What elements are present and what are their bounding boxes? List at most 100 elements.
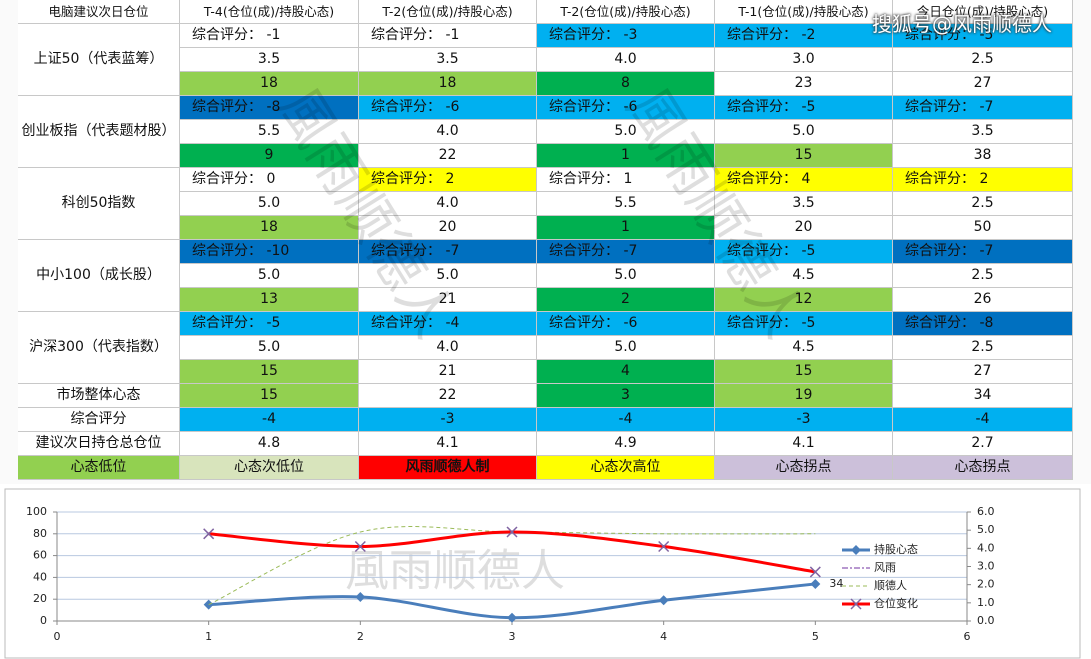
cell: 5.0 — [537, 264, 715, 288]
cell: 创业板指（代表题材股） — [18, 96, 180, 168]
cell: 5.0 — [359, 264, 537, 288]
x-tick-label: 4 — [660, 630, 667, 643]
cell: 26 — [893, 288, 1073, 312]
cell: -4 — [893, 408, 1073, 432]
cell: 5.0 — [715, 120, 893, 144]
cell: 15 — [180, 384, 359, 408]
cell: 4.0 — [359, 192, 537, 216]
y-tick-label: 20 — [33, 592, 47, 605]
cell: 8 — [537, 72, 715, 96]
cell: 市场整体心态 — [18, 384, 180, 408]
cell: T-2(仓位(成)/持股心态) — [537, 0, 715, 24]
marker — [810, 578, 821, 589]
cell: 22 — [359, 384, 537, 408]
cell: 1 — [537, 216, 715, 240]
cell: 5.0 — [537, 120, 715, 144]
cell: 5.0 — [537, 336, 715, 360]
cell: 4.0 — [359, 120, 537, 144]
y-tick-label: 100 — [26, 505, 47, 518]
cell: 20 — [715, 216, 893, 240]
cell: 5.0 — [180, 192, 359, 216]
cell: 心态拐点 — [893, 456, 1073, 480]
cell: 12 — [715, 288, 893, 312]
cell: 综合评分： -10 — [180, 240, 359, 264]
cell: T-2(仓位(成)/持股心态) — [359, 0, 537, 24]
cell: 3.5 — [180, 48, 359, 72]
cell: 5.0 — [180, 336, 359, 360]
cell: 22 — [359, 144, 537, 168]
y2-tick-label: 0.0 — [977, 614, 995, 627]
cell: T-4(仓位(成)/持股心态) — [180, 0, 359, 24]
cell: 4.5 — [715, 264, 893, 288]
cell: 4.0 — [537, 48, 715, 72]
x-tick-label: 6 — [964, 630, 971, 643]
cell: 今日仓位(成)/持股心态) — [893, 0, 1073, 24]
cell: 15 — [180, 360, 359, 384]
y2-tick-label: 4.0 — [977, 541, 995, 554]
cell: -3 — [715, 408, 893, 432]
watermark: 搜狐号@风雨顺德人 — [872, 12, 1052, 36]
cell: 2.5 — [893, 192, 1073, 216]
legend-label: 顺德人 — [874, 578, 907, 592]
cell: 综合评分： -5 — [180, 312, 359, 336]
y-tick-label: 80 — [33, 527, 47, 540]
cell: 27 — [893, 72, 1073, 96]
spreadsheet: 电脑建议次日仓位 T-4(仓位(成)/持股心态) T-2(仓位(成)/持股心态) T-… — [18, 0, 1073, 480]
cell: 18 — [180, 72, 359, 96]
cell: 21 — [359, 360, 537, 384]
cell: 23 — [715, 72, 893, 96]
y2-tick-label: 2.0 — [977, 578, 995, 591]
x-tick-label: 1 — [205, 630, 212, 643]
cell: 5.5 — [537, 192, 715, 216]
cell: 综合评分： -7 — [537, 240, 715, 264]
cell: 3 — [537, 384, 715, 408]
legend-marker — [850, 598, 862, 610]
cell: 综合评分： -6 — [359, 96, 537, 120]
chart-frame — [4, 488, 1081, 659]
cell: 综合评分： -8 — [180, 96, 359, 120]
cell: 科创50指数 — [18, 168, 180, 240]
cell: 综合评分： 2 — [893, 168, 1073, 192]
legend-marker — [851, 545, 861, 555]
cell: 中小100（成长股） — [18, 240, 180, 312]
cell: 综合评分： 0 — [180, 168, 359, 192]
cell: 综合评分： -6 — [537, 96, 715, 120]
cell: 2.5 — [893, 336, 1073, 360]
cell: 4.0 — [359, 336, 537, 360]
cell: 4.9 — [537, 432, 715, 456]
cell: 综合评分： -4 — [359, 312, 537, 336]
cell: 18 — [359, 72, 537, 96]
cell: 电脑建议次日仓位 — [18, 0, 180, 24]
cell: 2.7 — [893, 432, 1073, 456]
y-tick-label: 40 — [33, 570, 47, 583]
series-line — [208, 526, 816, 606]
cell: -4 — [180, 408, 359, 432]
marker — [506, 526, 518, 538]
x-tick-label: 5 — [812, 630, 819, 643]
cell: 1 — [537, 144, 715, 168]
legend-label: 风雨 — [874, 561, 896, 574]
cell: 9 — [180, 144, 359, 168]
cell: 心态次低位 — [180, 456, 359, 480]
cell: 3.0 — [715, 48, 893, 72]
cell: 心态次高位 — [537, 456, 715, 480]
x-tick-label: 3 — [509, 630, 516, 643]
cell: 综合评分： -7 — [359, 240, 537, 264]
cell: 4.8 — [180, 432, 359, 456]
cell: 2 — [537, 288, 715, 312]
legend-label: 持股心态 — [874, 542, 918, 556]
cell: 风雨顺德人制 — [359, 456, 537, 480]
cell: 5.5 — [180, 120, 359, 144]
cell: -4 — [537, 408, 715, 432]
cell: 综合评分： -5 — [715, 240, 893, 264]
cell: 19 — [715, 384, 893, 408]
y2-tick-label: 6.0 — [977, 505, 995, 518]
watermark: 風雨顺德人 — [345, 546, 565, 597]
y2-tick-label: 1.0 — [977, 596, 995, 609]
cell: 综合评分： 1 — [537, 168, 715, 192]
cell: 综合评分： 4 — [715, 168, 893, 192]
cell: 4.1 — [715, 432, 893, 456]
cell: 4.1 — [359, 432, 537, 456]
cell: 综合评分： -7 — [893, 240, 1073, 264]
